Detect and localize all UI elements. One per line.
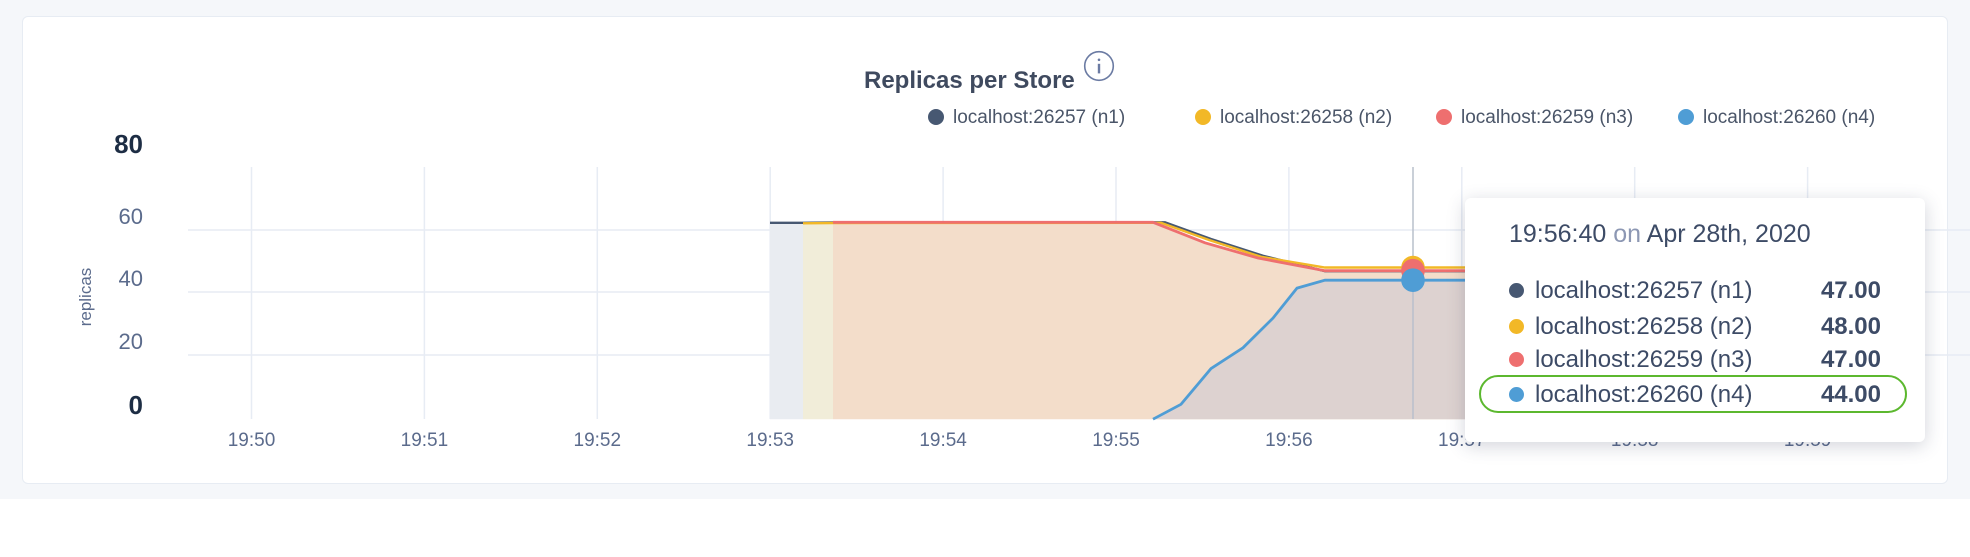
svg-text:19:52: 19:52 xyxy=(574,430,622,451)
svg-text:19:53: 19:53 xyxy=(746,430,794,451)
svg-text:19:50: 19:50 xyxy=(228,430,276,451)
svg-text:19:51: 19:51 xyxy=(401,430,449,451)
svg-text:19:55: 19:55 xyxy=(1092,430,1140,451)
svg-text:40: 40 xyxy=(119,266,143,291)
svg-text:19:56: 19:56 xyxy=(1265,430,1313,451)
svg-text:0: 0 xyxy=(129,390,143,420)
svg-text:replicas: replicas xyxy=(76,268,95,327)
svg-text:60: 60 xyxy=(119,204,143,229)
svg-text:20: 20 xyxy=(119,329,143,354)
svg-text:80: 80 xyxy=(114,129,143,159)
svg-text:19:54: 19:54 xyxy=(919,430,967,451)
